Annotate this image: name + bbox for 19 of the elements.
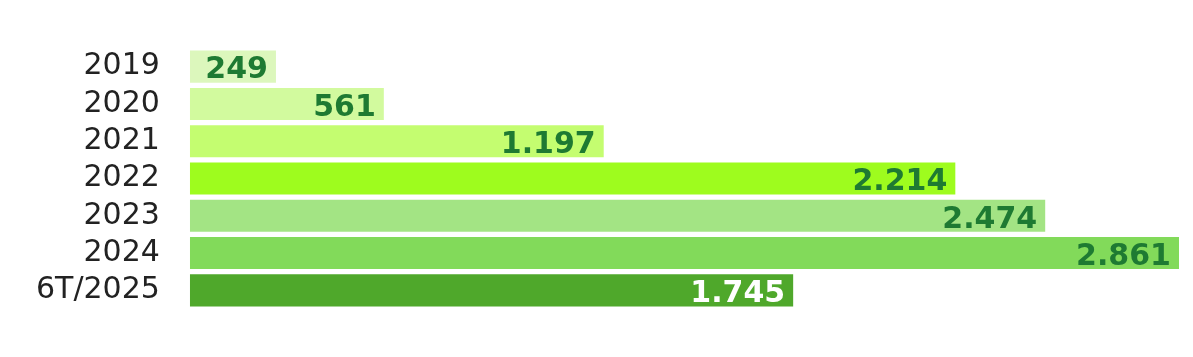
data-label: 561 bbox=[313, 87, 376, 123]
data-label: 1.197 bbox=[500, 125, 596, 161]
y-tick-label: 2024 bbox=[83, 232, 160, 268]
y-tick-label: 2020 bbox=[83, 83, 160, 119]
data-label: 249 bbox=[205, 50, 268, 86]
data-label: 2.214 bbox=[852, 162, 948, 198]
y-tick-label: 6T/2025 bbox=[35, 270, 160, 306]
bar bbox=[189, 125, 604, 158]
y-tick-label: 2019 bbox=[83, 46, 160, 82]
y-tick-label: 2023 bbox=[83, 195, 160, 231]
bar bbox=[189, 199, 1046, 232]
y-tick-label: 2022 bbox=[83, 158, 160, 194]
bar bbox=[189, 237, 1179, 270]
bar bbox=[189, 274, 794, 307]
bar bbox=[189, 162, 956, 195]
data-label: 2.474 bbox=[942, 199, 1038, 235]
data-label: 2.861 bbox=[1076, 236, 1171, 272]
data-label: 1.745 bbox=[690, 274, 786, 310]
y-tick-label: 2021 bbox=[83, 121, 160, 157]
